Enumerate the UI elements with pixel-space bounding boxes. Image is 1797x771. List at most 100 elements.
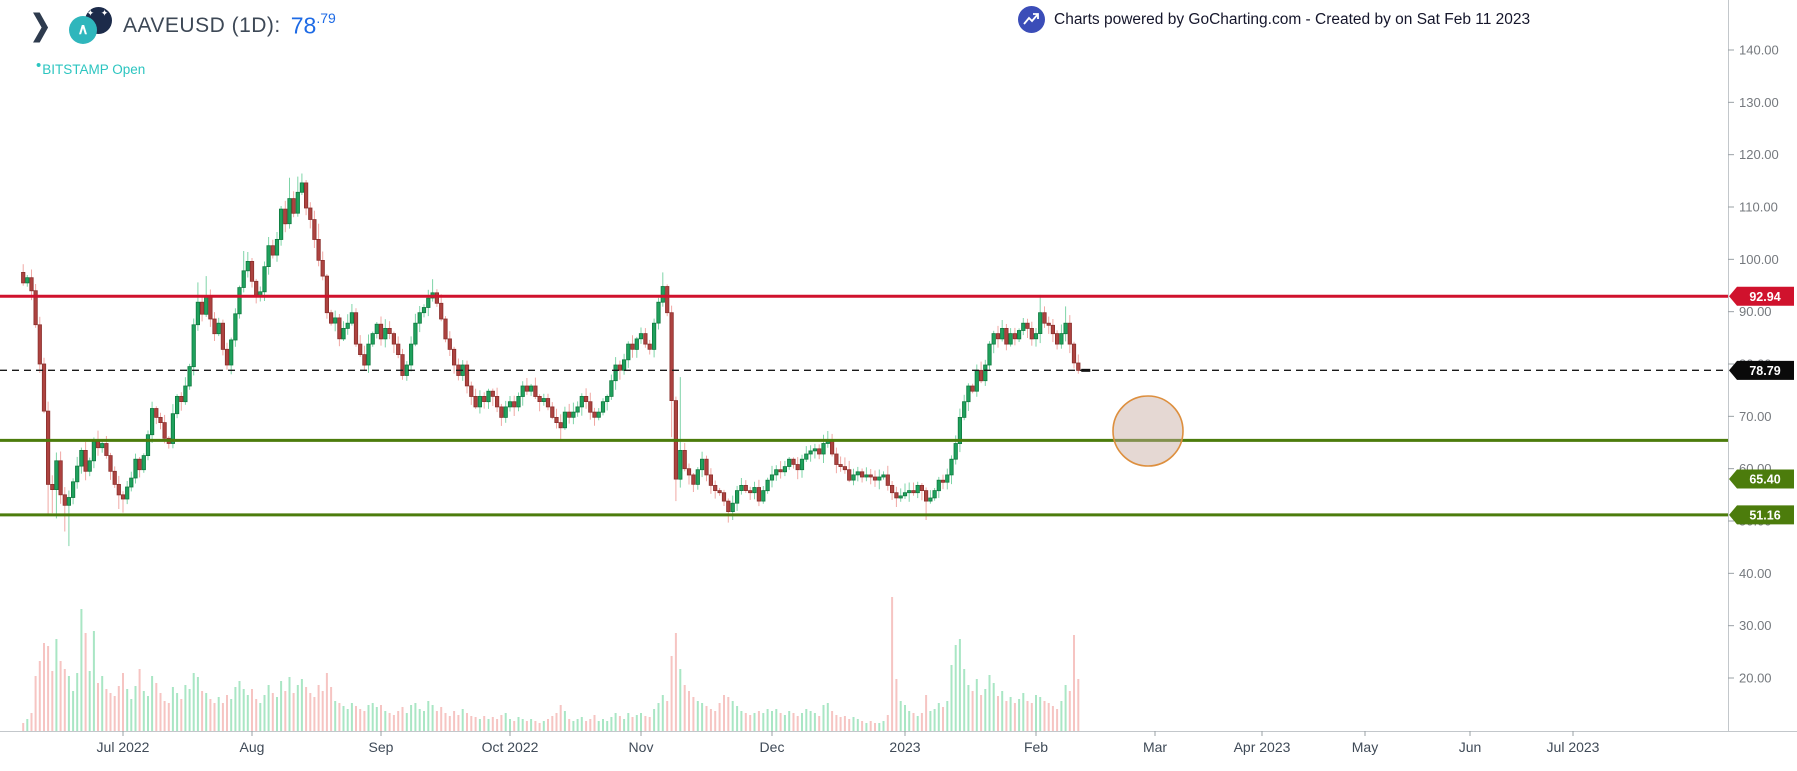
candle: [726, 500, 731, 513]
volume-bar: [513, 721, 516, 731]
volume-bar: [895, 679, 898, 731]
exchange-status-label: BITSTAMP Open: [42, 62, 146, 77]
candle: [855, 471, 860, 476]
volume-bar: [30, 713, 33, 731]
candle: [665, 286, 670, 314]
candle: [626, 343, 631, 361]
candle: [195, 301, 200, 326]
volume-bar: [517, 717, 520, 731]
volume-bar: [213, 703, 216, 731]
volume-bar: [568, 719, 571, 731]
candle: [945, 474, 950, 483]
volume-bar: [500, 715, 503, 731]
volume-bar: [34, 676, 37, 731]
volume-bar: [701, 703, 704, 731]
x-axis-label: Aug: [240, 739, 265, 755]
volume-bar: [367, 705, 370, 731]
candle: [199, 301, 205, 315]
volume-bar: [496, 719, 499, 731]
symbol-header: ❯ ✦ ✦ ∧ AAVEUSD (1D): 78.79: [30, 6, 336, 46]
volume-bar: [762, 713, 765, 731]
candle: [617, 364, 623, 371]
volume-bar: [749, 715, 752, 731]
volume-bar: [848, 719, 851, 731]
candle: [1038, 312, 1043, 335]
candle: [743, 484, 748, 491]
candle: [494, 395, 500, 408]
candle: [112, 470, 117, 485]
volume-bar: [142, 691, 145, 731]
volume-bar: [572, 721, 575, 731]
price-level-tag: [1729, 360, 1794, 380]
candle: [643, 333, 648, 345]
volume-bar: [771, 711, 773, 731]
volume-bar: [26, 719, 29, 731]
x-axis-label: Jul 2022: [97, 739, 150, 755]
candle: [804, 453, 809, 460]
volume-bar: [731, 701, 734, 731]
volume-bar: [753, 713, 756, 731]
candle: [647, 343, 652, 350]
y-axis-label: 20.00: [1739, 671, 1772, 686]
volume-bar: [521, 719, 524, 731]
candle: [434, 292, 440, 304]
volume-bar: [251, 689, 253, 731]
candle: [529, 385, 534, 392]
volume-bar: [76, 673, 79, 731]
volume-bar: [869, 721, 872, 731]
volume-bar: [1068, 691, 1071, 731]
candle: [787, 458, 792, 467]
candle: [735, 490, 740, 504]
volume-bar: [1030, 703, 1033, 731]
y-axis-label: 40.00: [1739, 566, 1772, 581]
volume-bar: [84, 633, 87, 731]
candle: [821, 443, 826, 455]
volume-bar: [440, 707, 443, 731]
collapse-chevron-icon[interactable]: ❯: [30, 9, 51, 43]
candle: [91, 439, 96, 462]
volume-bar: [740, 711, 743, 731]
volume-bar: [1001, 691, 1004, 731]
volume-bar: [696, 701, 699, 731]
volume-bar: [648, 717, 651, 731]
candle: [949, 458, 954, 476]
candle: [421, 307, 427, 314]
volume-bar: [267, 685, 270, 731]
candle: [224, 348, 230, 366]
ellipse-annotation[interactable]: [1112, 395, 1184, 467]
candle: [439, 302, 444, 320]
volume-bar: [631, 717, 634, 731]
price-level-tag-label: 78.79: [1749, 364, 1780, 378]
volume-bar: [151, 676, 154, 731]
volume-bar: [718, 703, 721, 731]
candle: [778, 469, 783, 473]
candle: [66, 497, 71, 506]
volume-bar: [865, 723, 868, 731]
last-price-int: 78: [290, 12, 317, 39]
candle: [308, 207, 313, 220]
candle: [312, 219, 317, 240]
volume-bar: [80, 609, 83, 731]
volume-bar: [757, 711, 760, 731]
candle: [756, 487, 762, 502]
candle: [678, 449, 683, 480]
volume-bar: [453, 711, 456, 731]
candle: [894, 492, 899, 499]
candle: [345, 322, 350, 329]
candle: [303, 182, 309, 209]
attribution-text: Charts powered by GoCharting.com - Creat…: [1054, 10, 1531, 28]
candle: [451, 348, 457, 366]
y-axis-label: 70.00: [1739, 409, 1772, 424]
price-level-tag-label: 65.40: [1749, 473, 1780, 487]
candle: [50, 483, 55, 490]
y-axis-label: 130.00: [1739, 95, 1779, 110]
candle: [349, 312, 355, 324]
volume-bar: [101, 676, 104, 731]
candle: [396, 343, 401, 356]
volume-bar: [766, 709, 769, 731]
attribution-bar: Charts powered by GoCharting.com - Creat…: [1018, 6, 1530, 33]
candle: [469, 385, 474, 397]
exchange-status-dot-icon: •: [36, 57, 42, 74]
candle: [391, 333, 397, 345]
